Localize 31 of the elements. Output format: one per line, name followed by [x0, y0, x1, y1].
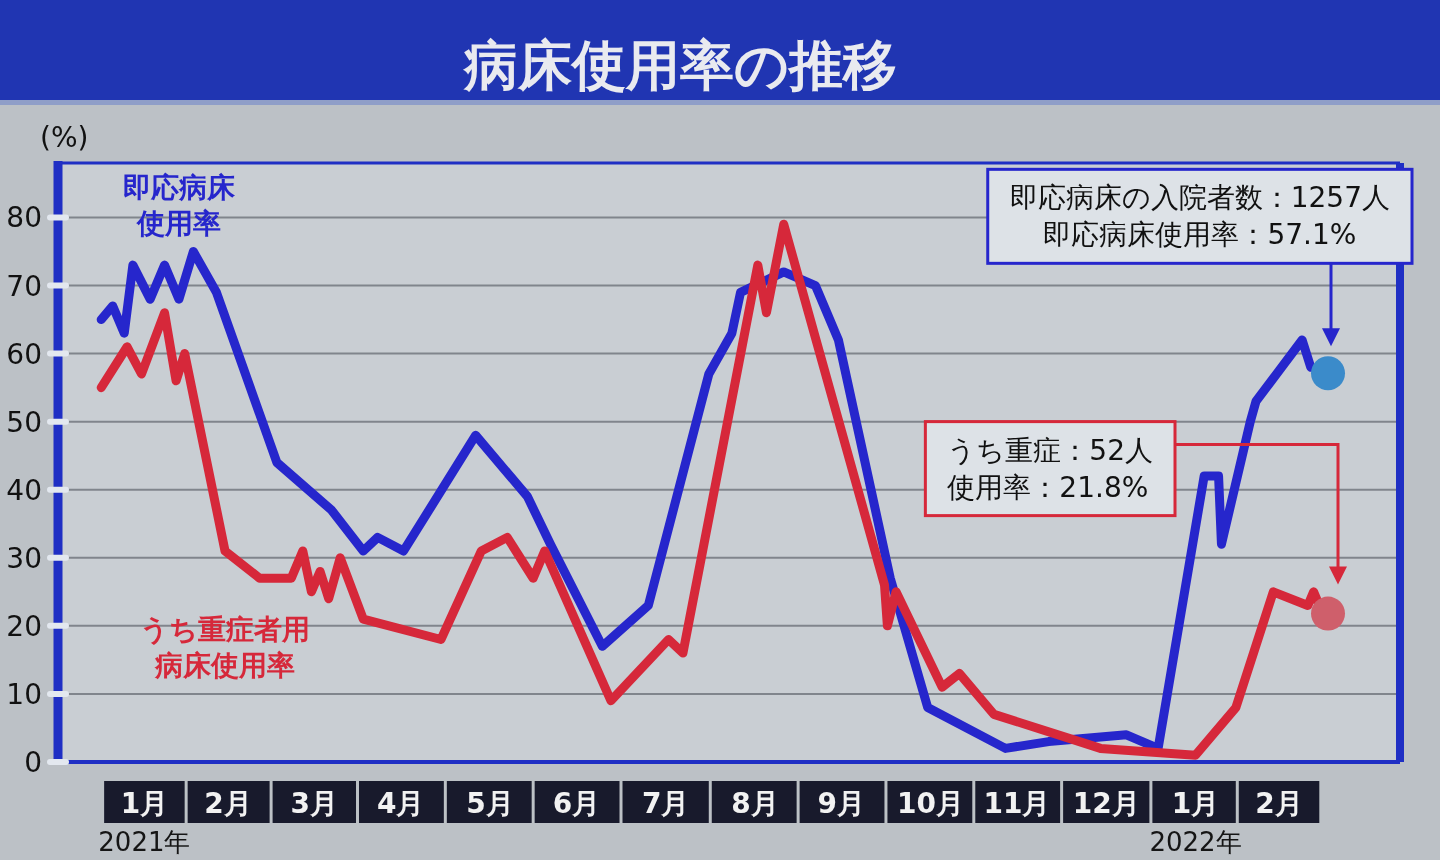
- x-tick-label: 4月: [376, 787, 425, 820]
- x-tick-label: 1月 2022年: [1149, 787, 1242, 857]
- series-label: うち重症者用病床使用率: [140, 612, 311, 682]
- x-tick-label: 5月: [466, 787, 514, 820]
- x-tick-label: 6月: [552, 787, 601, 820]
- x-tick-label: 12月: [1072, 787, 1140, 820]
- y-tick-label: 60: [6, 337, 42, 371]
- y-tick-label: 70: [6, 269, 42, 303]
- x-tick-label: 7月: [641, 787, 690, 820]
- series-label: 即応病床使用率: [122, 171, 236, 241]
- y-tick-label: 40: [6, 473, 42, 507]
- x-tick-label: 8月: [731, 787, 779, 820]
- x-tick-label: 1月 2021年: [98, 787, 191, 857]
- y-tick-label: 20: [6, 609, 42, 643]
- y-tick-label: 50: [6, 405, 42, 439]
- y-tick-label: 10: [6, 677, 42, 711]
- y-tick-label: 30: [6, 541, 42, 575]
- chart-title: 病床使用率の推移: [461, 34, 897, 97]
- y-tick-label: 0: [24, 746, 42, 779]
- x-tick-label: 11月: [983, 787, 1051, 820]
- annotation: うち重症：52人: [947, 433, 1153, 467]
- annotation: 即応病床の入院者数：1257人: [1009, 181, 1390, 215]
- y-tick-label: 80: [6, 201, 42, 235]
- annotation: 使用率：21.8%: [947, 470, 1149, 504]
- x-tick-label: 2月: [1255, 787, 1303, 820]
- x-tick-label: 2月: [204, 787, 252, 820]
- x-tick-label: 10月: [897, 787, 965, 820]
- x-tick-label: 9月: [817, 787, 866, 820]
- annotation: 即応病床使用率：57.1%: [1043, 218, 1357, 252]
- y-axis-title: (%): [40, 121, 89, 154]
- x-tick-label: 3月: [290, 787, 339, 820]
